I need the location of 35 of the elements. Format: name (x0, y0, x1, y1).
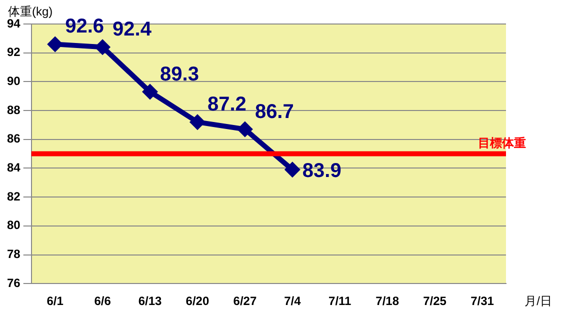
y-tick-label: 92 (6, 45, 21, 60)
y-tick-label: 76 (6, 276, 21, 290)
data-label: 92.4 (112, 18, 152, 41)
y-tick-label: 82 (6, 189, 21, 204)
x-tick-label: 7/25 (423, 294, 447, 308)
x-axis-title: 月/日 (524, 294, 552, 308)
x-tick-label: 7/4 (284, 294, 302, 308)
x-tick-label: 6/6 (94, 294, 112, 308)
y-tick-label: 94 (6, 16, 21, 30)
x-tick-label: 6/13 (138, 294, 162, 308)
data-label: 87.2 (207, 94, 246, 116)
data-label: 83.9 (302, 160, 342, 182)
data-label: 89.3 (160, 63, 199, 86)
point (189, 114, 206, 130)
point (142, 84, 158, 100)
y-tick-label: 84 (6, 160, 21, 175)
y-tick-label: 90 (6, 74, 21, 88)
point (47, 36, 64, 52)
ref-line-label: 目標体重 (478, 136, 526, 150)
x-tick-label: 7/11 (328, 294, 352, 308)
point (236, 121, 253, 138)
data-label: 86.7 (254, 100, 294, 123)
data-label: 92.6 (65, 16, 104, 38)
y-tick-label: 86 (6, 132, 21, 146)
y-tick-label: 78 (6, 247, 21, 262)
point (94, 39, 111, 56)
x-tick-label: 6/20 (186, 294, 210, 308)
y-tick-label: 80 (6, 218, 21, 232)
point (284, 162, 300, 178)
x-tick-label: 6/27 (233, 294, 257, 308)
x-tick-label: 7/18 (376, 294, 400, 308)
x-tick-label: 6/1 (46, 294, 64, 308)
y-axis-title: 体重(kg) (8, 4, 53, 18)
x-tick-label: 7/31 (470, 294, 494, 308)
y-tick-label: 88 (6, 102, 21, 117)
